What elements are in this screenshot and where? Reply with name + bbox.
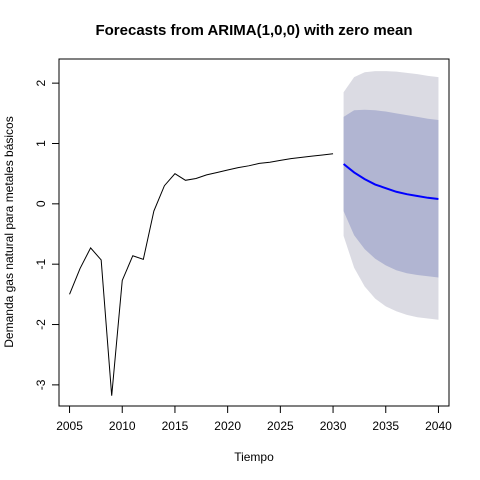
chart-title: Forecasts from ARIMA(1,0,0) with zero me… xyxy=(95,22,412,39)
x-tick-label: 2025 xyxy=(267,419,294,433)
y-tick-label: -3 xyxy=(34,379,48,390)
x-tick-label: 2035 xyxy=(372,419,399,433)
y-tick-label: 0 xyxy=(34,200,48,207)
x-tick-label: 2030 xyxy=(320,419,347,433)
y-axis: -3 -2 -1 0 1 2 xyxy=(34,79,60,390)
band-80 xyxy=(343,109,439,278)
band-80-layer xyxy=(343,109,439,278)
x-tick-label: 2015 xyxy=(162,419,189,433)
x-tick-label: 2040 xyxy=(425,419,452,433)
y-axis-label: Demanda gas natural para metales básicos xyxy=(2,116,16,347)
x-axis-label: Tiempo xyxy=(234,450,274,464)
x-axis: 2005 2010 2015 2020 2025 2030 2035 2040 xyxy=(56,405,452,433)
y-tick-label: 2 xyxy=(34,79,48,86)
y-tick-label: -1 xyxy=(34,259,48,270)
observed-series-line xyxy=(69,153,334,396)
series-lines-layer xyxy=(69,153,439,396)
y-tick-label: -2 xyxy=(34,319,48,330)
x-tick-label: 2005 xyxy=(56,419,83,433)
y-tick-label: 1 xyxy=(34,140,48,147)
x-tick-label: 2020 xyxy=(214,419,241,433)
x-tick-label: 2010 xyxy=(109,419,136,433)
forecast-series-line xyxy=(342,163,439,201)
